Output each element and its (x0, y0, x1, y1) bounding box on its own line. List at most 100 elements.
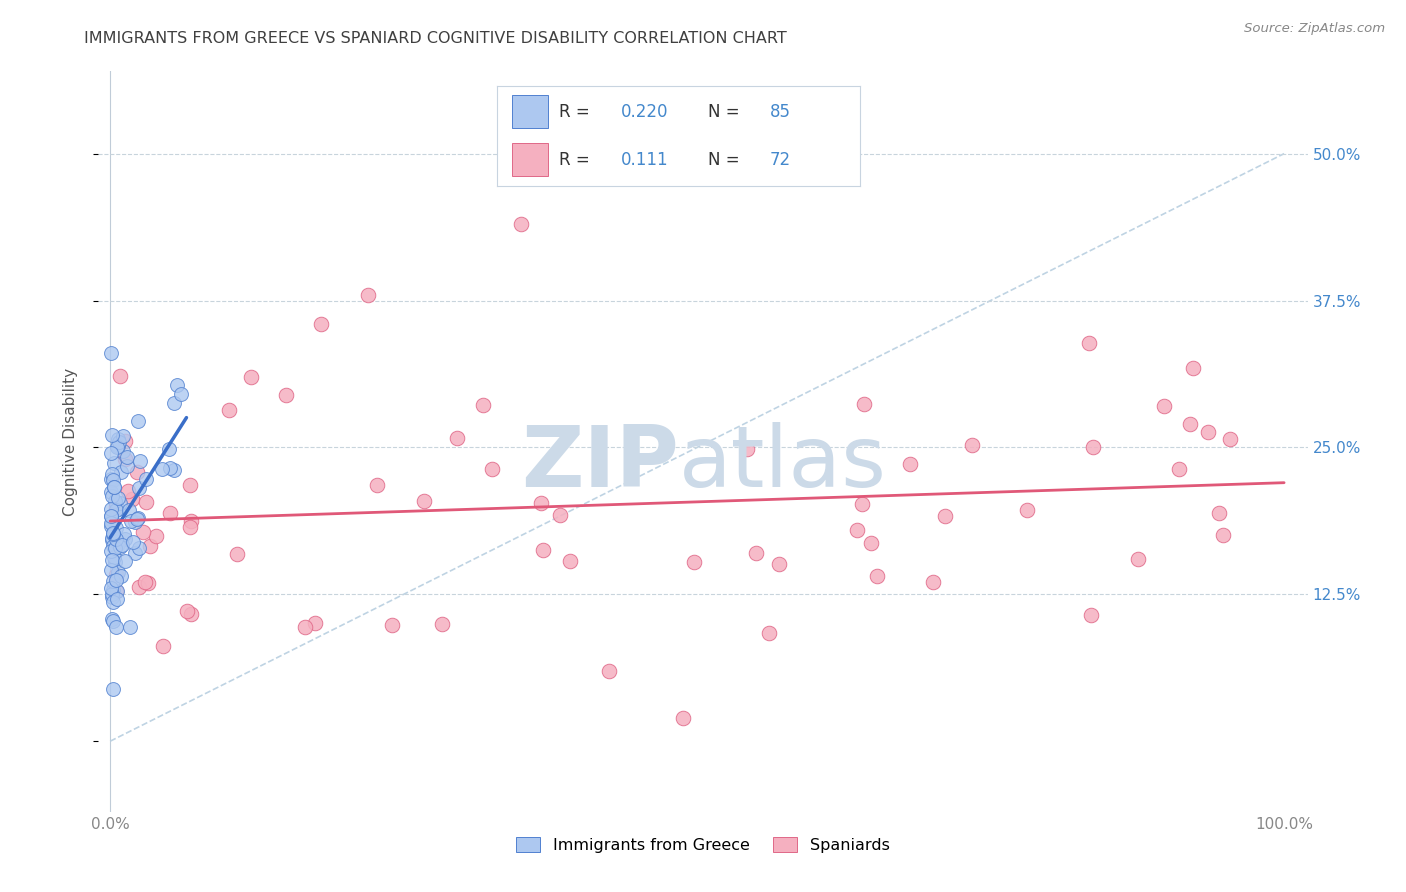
Point (124, 516, 146, 530)
Point (960, 438, 983, 452)
Point (105, 500, 128, 515)
Point (138, 539, 160, 553)
Point (180, 514, 202, 528)
Point (1168, 462, 1191, 476)
Text: atlas: atlas (679, 422, 887, 505)
Point (105, 591, 128, 606)
Point (101, 539, 124, 553)
Point (101, 612, 124, 626)
Point (128, 581, 150, 595)
Point (412, 494, 434, 508)
Point (104, 493, 127, 508)
Point (1181, 360, 1204, 375)
Point (101, 594, 124, 608)
Point (163, 463, 186, 477)
Point (108, 369, 131, 384)
Point (100, 346, 122, 360)
Point (1212, 528, 1234, 542)
Point (101, 582, 124, 597)
Point (1197, 425, 1219, 439)
Point (859, 536, 882, 550)
Point (745, 546, 768, 560)
Point (101, 428, 124, 442)
Point (107, 439, 129, 453)
Point (101, 553, 124, 567)
Point (134, 575, 156, 590)
Point (934, 508, 956, 523)
Point (135, 472, 157, 486)
Point (125, 512, 148, 526)
Point (226, 547, 249, 561)
Point (103, 527, 125, 541)
Text: Source: ZipAtlas.com: Source: ZipAtlas.com (1244, 22, 1385, 36)
Point (357, 287, 380, 301)
Point (510, 217, 533, 231)
Point (110, 466, 132, 480)
Point (101, 473, 124, 487)
Point (101, 682, 124, 697)
Point (128, 481, 150, 495)
Point (683, 555, 706, 569)
Text: IMMIGRANTS FROM GREECE VS SPANIARD COGNITIVE DISABILITY CORRELATION CHART: IMMIGRANTS FROM GREECE VS SPANIARD COGNI… (84, 31, 787, 46)
Point (100, 581, 122, 595)
Point (735, 442, 758, 456)
Point (127, 414, 149, 428)
Point (240, 370, 263, 384)
Point (851, 497, 873, 511)
Point (531, 542, 554, 557)
Point (166, 377, 188, 392)
Point (104, 555, 127, 569)
Point (100, 508, 122, 523)
Point (103, 456, 125, 470)
Point (122, 534, 145, 549)
Point (112, 527, 135, 541)
Point (304, 616, 326, 631)
Point (100, 518, 122, 533)
Point (105, 620, 128, 634)
Point (1208, 507, 1230, 521)
Point (103, 480, 125, 494)
Point (111, 538, 134, 552)
Point (430, 616, 453, 631)
Point (105, 574, 128, 588)
Point (129, 453, 152, 467)
Point (101, 574, 124, 588)
Point (101, 513, 124, 527)
Point (125, 465, 148, 479)
Point (179, 520, 201, 534)
Point (768, 557, 790, 571)
Point (105, 584, 128, 599)
Point (366, 477, 388, 491)
Point (1077, 336, 1099, 351)
Point (100, 544, 122, 558)
Point (105, 520, 128, 534)
Point (111, 443, 134, 458)
Point (170, 386, 193, 401)
Point (107, 566, 129, 580)
Point (152, 640, 174, 654)
Point (101, 532, 124, 546)
Point (117, 450, 139, 465)
Point (446, 431, 468, 445)
Point (100, 563, 122, 577)
Point (530, 496, 553, 510)
Point (107, 537, 129, 551)
Point (118, 502, 141, 516)
Point (105, 440, 128, 454)
Point (121, 492, 143, 507)
Point (1126, 551, 1149, 566)
Point (100, 485, 122, 500)
Point (115, 459, 138, 474)
Point (550, 508, 572, 522)
Y-axis label: Cognitive Disability: Cognitive Disability (63, 368, 77, 516)
Point (114, 452, 136, 467)
Point (103, 526, 125, 541)
Point (128, 541, 150, 556)
Point (100, 502, 122, 516)
Point (218, 403, 240, 417)
Point (276, 387, 298, 401)
Point (100, 590, 122, 604)
Point (176, 604, 198, 618)
Point (1153, 399, 1175, 413)
Point (105, 503, 128, 517)
